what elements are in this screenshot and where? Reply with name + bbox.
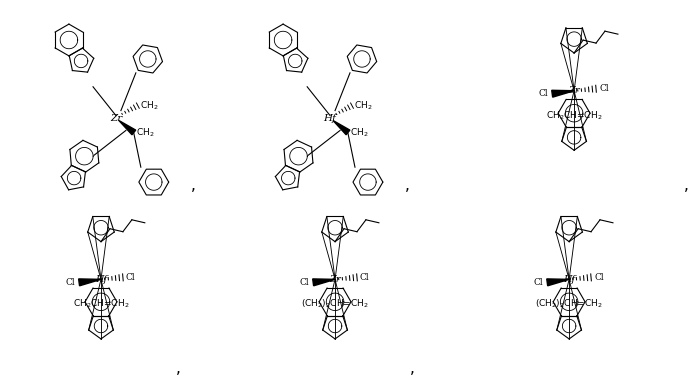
Text: CH$_2$: CH$_2$	[136, 126, 155, 139]
Text: Cl: Cl	[300, 278, 309, 287]
Text: CH$_2$: CH$_2$	[350, 126, 368, 139]
Text: CH$_2$: CH$_2$	[354, 99, 372, 112]
Text: Hf: Hf	[95, 275, 107, 284]
Text: Zr: Zr	[330, 275, 341, 284]
Text: (CH$_2$)$_2$CH=CH$_2$: (CH$_2$)$_2$CH=CH$_2$	[536, 298, 603, 310]
Text: ,: ,	[191, 177, 196, 192]
Polygon shape	[119, 121, 136, 135]
Text: ,: ,	[410, 361, 415, 376]
Text: Zr: Zr	[110, 114, 122, 123]
Text: Cl: Cl	[533, 278, 543, 287]
Text: CH$_2$: CH$_2$	[140, 99, 158, 112]
Text: Cl: Cl	[594, 273, 603, 282]
Text: ,: ,	[684, 177, 689, 192]
Text: Cl: Cl	[360, 273, 370, 282]
Text: Zr: Zr	[568, 86, 580, 95]
Polygon shape	[78, 279, 101, 286]
Text: (CH$_2$)$_2$CH=CH$_2$: (CH$_2$)$_2$CH=CH$_2$	[301, 298, 369, 310]
Text: Cl: Cl	[599, 84, 608, 93]
Polygon shape	[547, 279, 569, 286]
Text: Hf: Hf	[323, 114, 337, 123]
Text: ,: ,	[176, 361, 181, 376]
Text: CH$_2$CH=CH$_2$: CH$_2$CH=CH$_2$	[546, 109, 603, 122]
Text: Cl: Cl	[538, 89, 548, 98]
Text: ,: ,	[405, 177, 410, 192]
Text: Hf: Hf	[563, 275, 575, 284]
Polygon shape	[313, 279, 335, 286]
Polygon shape	[552, 90, 574, 97]
Text: Cl: Cl	[66, 278, 75, 287]
Polygon shape	[333, 121, 350, 135]
Text: Cl: Cl	[126, 273, 136, 282]
Text: CH$_2$CH=CH$_2$: CH$_2$CH=CH$_2$	[73, 298, 130, 310]
